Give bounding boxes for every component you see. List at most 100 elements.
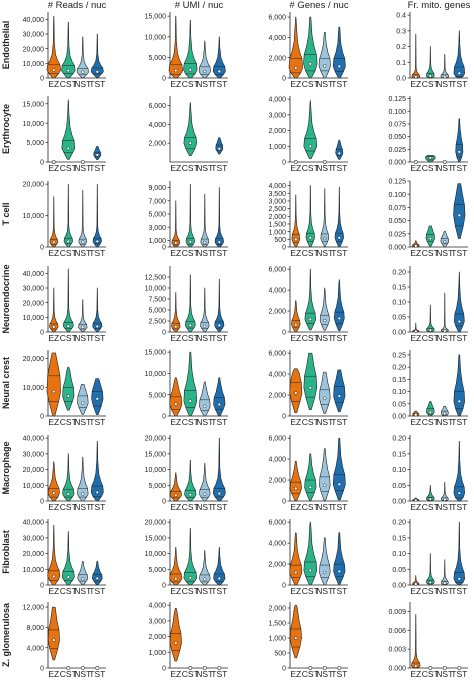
y-tick-label: 0.00	[392, 414, 406, 421]
y-tick-label: 0.006	[388, 628, 406, 635]
y-tick-label: 0	[40, 414, 44, 421]
y-tick-label: 0	[282, 499, 286, 506]
y-tick-label: 2,000	[268, 606, 286, 613]
violin	[426, 46, 435, 79]
violin	[411, 614, 421, 669]
y-tick-label: 2,000	[268, 309, 286, 316]
median-point	[414, 498, 418, 503]
point	[457, 666, 462, 670]
violin	[319, 448, 331, 501]
x-tick-label: NST	[74, 333, 91, 343]
y-tick-label: 4,000	[268, 97, 286, 104]
median-point	[323, 396, 327, 400]
row-label: Z. glomerulosa	[1, 602, 11, 667]
y-tick-label: 6,000	[268, 267, 286, 274]
y-tick-label: 20,000	[145, 520, 167, 527]
y-tick-label: 4,000	[26, 645, 44, 652]
y-tick-label: 0	[282, 76, 286, 83]
violin	[76, 36, 89, 79]
violin	[61, 99, 76, 160]
y-tick-label: 5,000	[148, 55, 166, 62]
median-point	[323, 64, 327, 68]
y-tick-label: 2,500	[268, 206, 286, 213]
x-tick-label: NST	[436, 502, 453, 512]
y-tick-label: 30,000	[23, 32, 45, 39]
x-tick-label: CST	[182, 163, 199, 173]
y-tick-label: 0.10	[392, 300, 406, 307]
violin	[412, 575, 420, 586]
x-tick-label: CST	[422, 502, 439, 512]
median-point	[428, 236, 432, 241]
median-point	[174, 68, 178, 73]
y-tick-label: 0.075	[388, 122, 406, 129]
y-tick-label: 10,000	[23, 385, 45, 392]
median-point	[66, 575, 70, 579]
violin	[212, 36, 226, 79]
y-tick-label: 9,000	[148, 185, 166, 192]
y-tick-label: 0	[40, 76, 44, 83]
y-tick-label: 0.20	[392, 270, 406, 277]
point	[80, 666, 85, 670]
median-point	[428, 580, 432, 585]
violin	[92, 183, 102, 248]
x-tick-label: EZ	[48, 586, 59, 596]
point	[442, 666, 447, 670]
y-tick-label: 1,000	[148, 238, 166, 245]
x-tick-label: EZ	[410, 79, 421, 89]
median-point	[52, 574, 56, 579]
y-tick-label: 0.000	[388, 245, 406, 252]
x-tick-label: EZ	[48, 502, 59, 512]
violin	[185, 184, 195, 248]
x-tick-label: TST	[451, 248, 467, 258]
y-tick-label: 0	[162, 499, 166, 506]
y-tick-label: 2,000	[268, 128, 286, 135]
violin	[289, 460, 302, 501]
violin	[198, 40, 211, 79]
panel: Endothelial 0 10,000 20,000 30,000 40,000 EZ CS…	[1, 12, 106, 89]
median-point	[308, 144, 312, 148]
y-tick-label: 0.05	[392, 401, 406, 408]
violin	[291, 300, 301, 333]
x-tick-label: NST	[316, 248, 333, 258]
y-tick-label: 2,000	[268, 478, 286, 485]
x-tick-label: TST	[331, 163, 347, 173]
column-title: # UMI / nuc	[175, 0, 224, 11]
x-tick-label: NST	[196, 417, 213, 427]
x-tick-label: CST	[302, 586, 319, 596]
y-tick-label: 0.009	[388, 609, 406, 616]
median-point	[457, 319, 461, 324]
median-point	[81, 325, 85, 329]
x-tick-label: TST	[451, 502, 467, 512]
panel: 0.000 0.025 0.050 0.075 0.100 0.125 EZ CSTNSTTS…	[388, 179, 468, 258]
x-tick-label: NST	[74, 248, 91, 258]
median-point	[323, 236, 327, 241]
y-tick-label: 40,000	[23, 436, 45, 443]
y-tick-label: 30,000	[23, 535, 45, 542]
median-point	[294, 323, 298, 327]
y-tick-label: 4,000	[268, 541, 286, 548]
y-tick-label: 0	[162, 666, 166, 673]
x-tick-label: TST	[331, 79, 347, 89]
median-point	[217, 491, 221, 496]
median-point	[217, 402, 221, 407]
point	[188, 666, 193, 670]
x-tick-label: CST	[302, 669, 319, 679]
x-tick-label: TST	[89, 417, 105, 427]
x-tick-label: CST	[182, 502, 199, 512]
median-point	[294, 636, 298, 640]
median-point	[66, 492, 70, 496]
x-tick-label: TST	[331, 333, 347, 343]
median-point	[188, 576, 192, 580]
violin	[171, 200, 181, 248]
violin	[440, 54, 450, 79]
violin	[426, 304, 435, 333]
median-point	[337, 151, 341, 156]
x-tick-label: NST	[196, 502, 213, 512]
y-tick-label: 10,000	[145, 467, 167, 474]
x-tick-label: EZ	[48, 669, 59, 679]
